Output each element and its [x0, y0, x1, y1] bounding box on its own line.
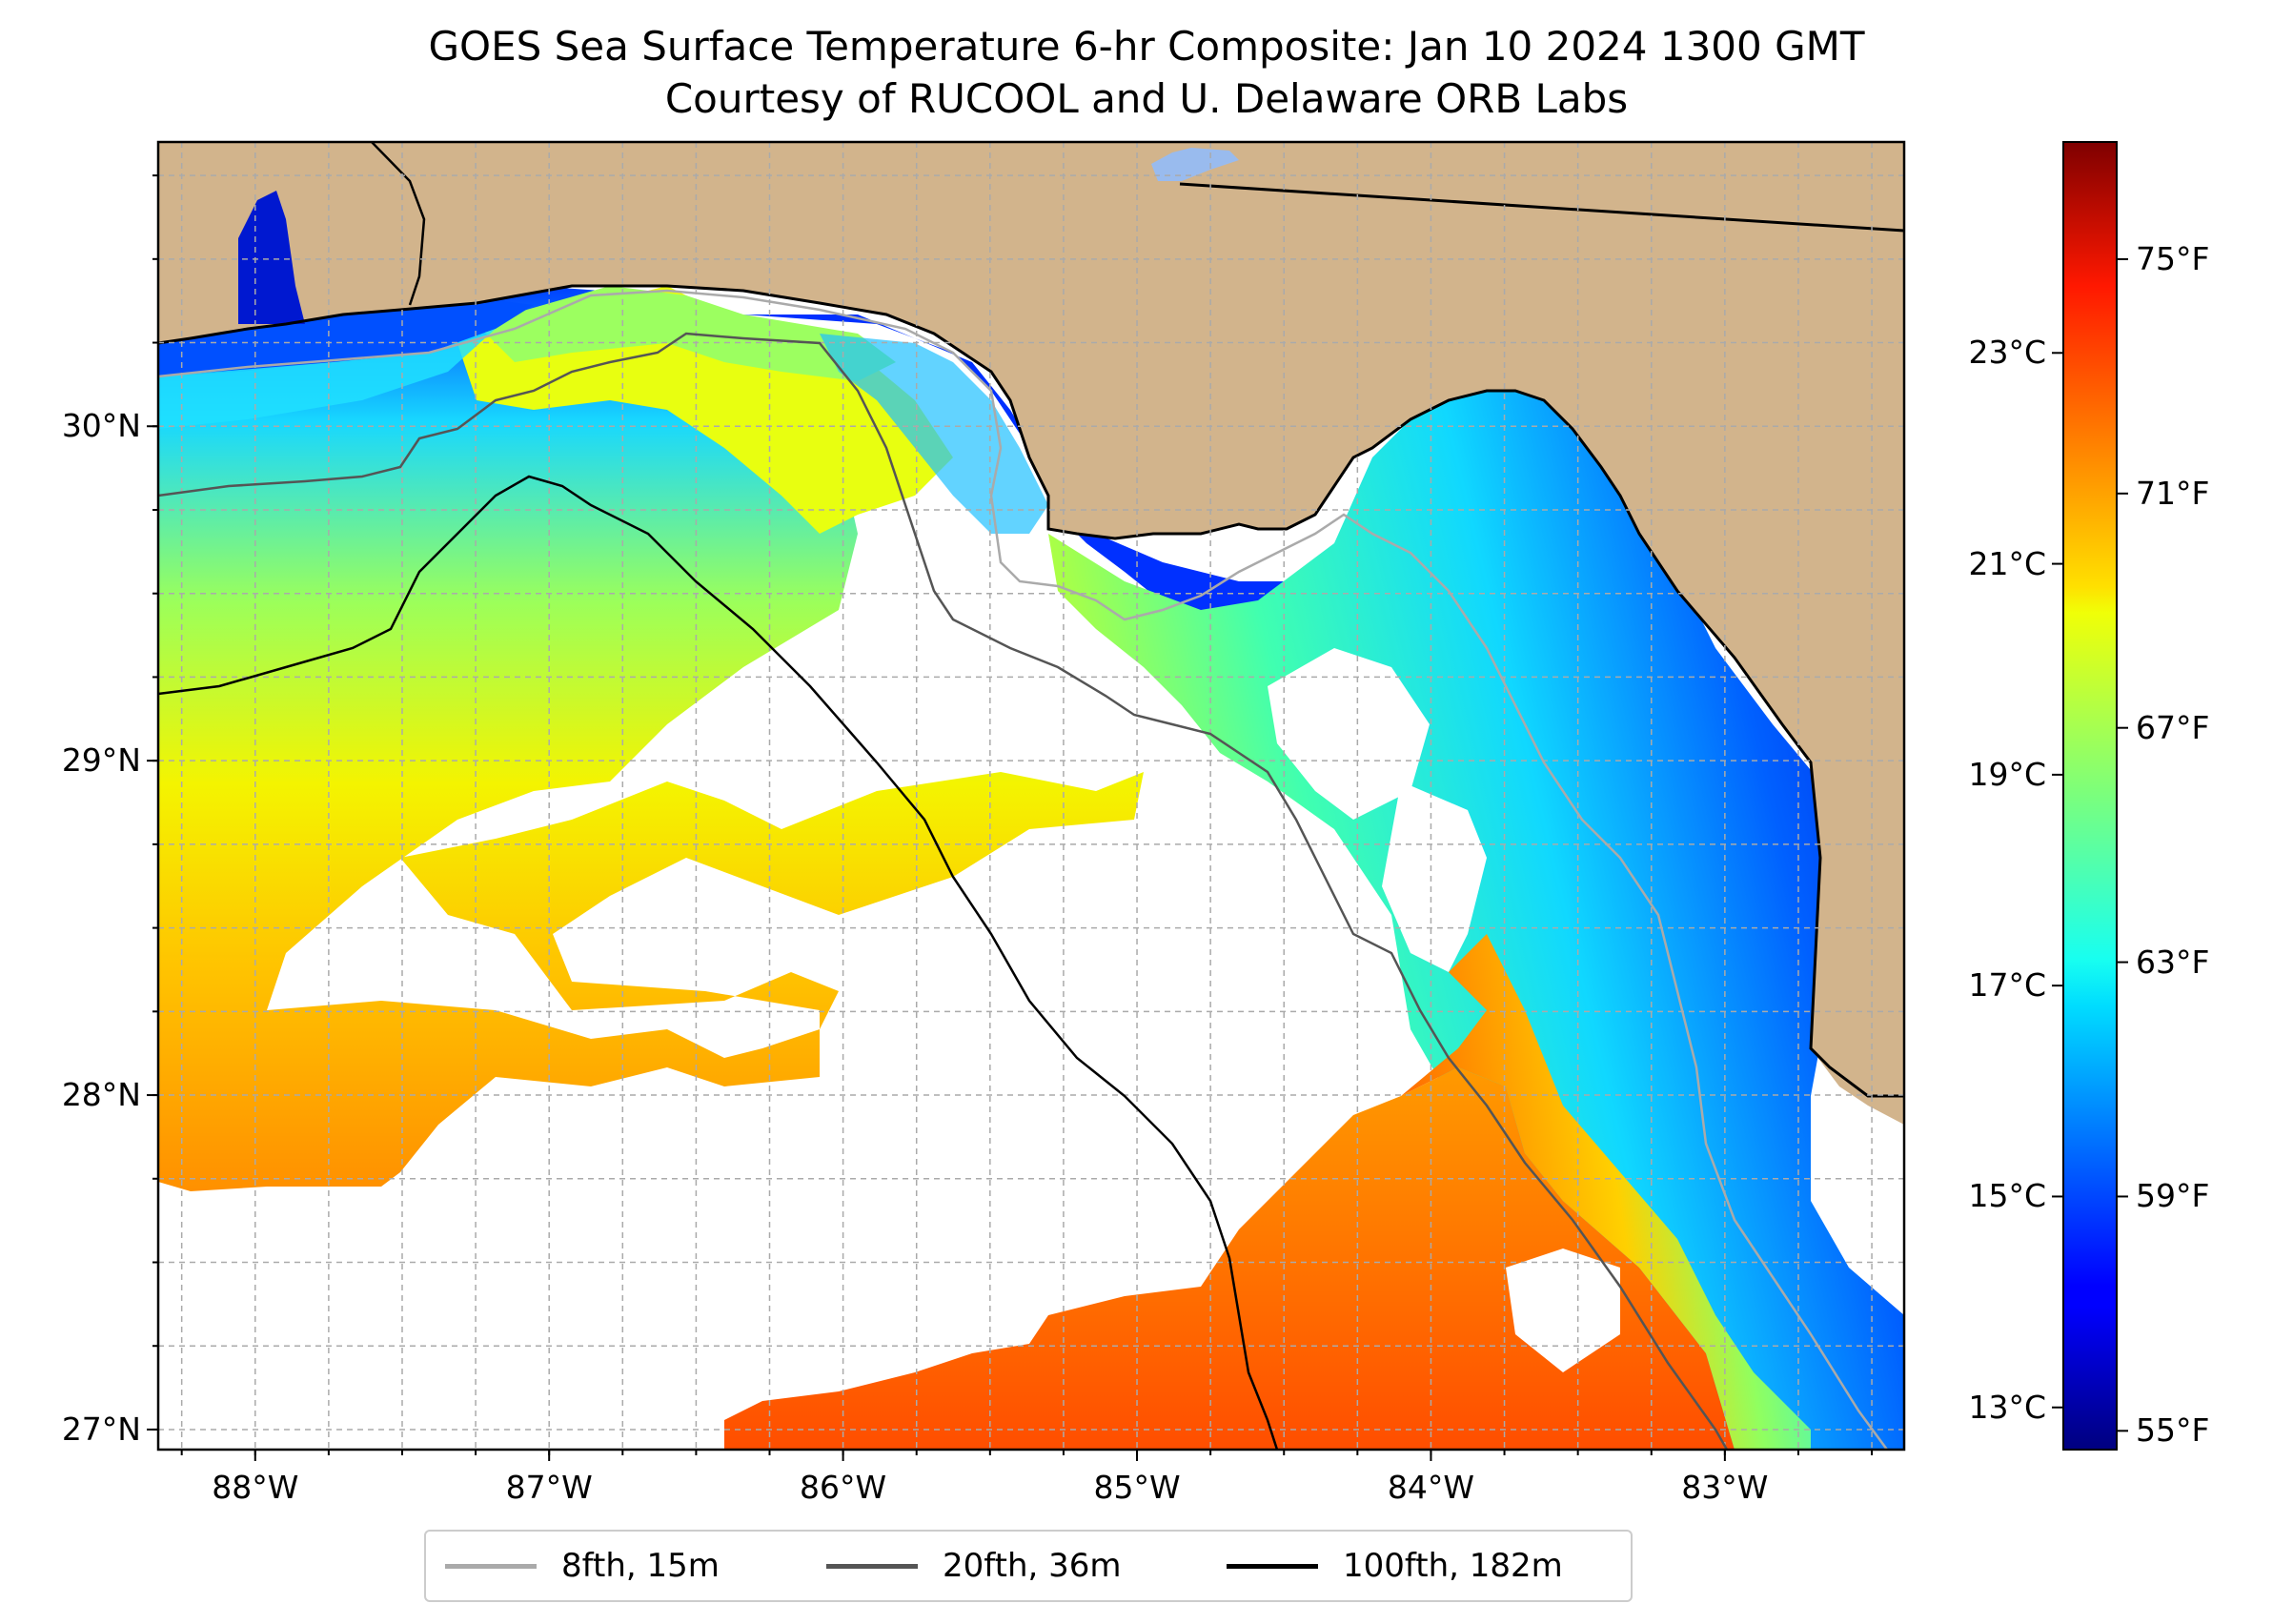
map-title: GOES Sea Surface Temperature 6-hr Compos… [428, 23, 1865, 70]
axis-ticks [147, 174, 1874, 1461]
isobath-36m [158, 332, 1729, 1450]
sst-coastal-cyan-central [820, 334, 1048, 534]
lon-tick-label: 88°W [212, 1469, 299, 1506]
fahrenheit-tick-label: 71°F [2136, 474, 2210, 512]
cloud-gap-east-2 [1382, 782, 1487, 972]
legend-line-182m [1227, 1563, 1318, 1569]
fahrenheit-tick-label: 67°F [2136, 708, 2210, 746]
lat-tick-label: 27°N [61, 1410, 141, 1448]
sst-west-field [158, 286, 1144, 1191]
lat-tick-label: 28°N [61, 1076, 141, 1114]
map-subtitle: Courtesy of RUCOOL and U. Delaware ORB L… [664, 75, 1629, 122]
lon-tick-label: 85°W [1093, 1469, 1181, 1506]
legend-item-182m: 100fth, 182m [1227, 1532, 1563, 1600]
legend-item-15m: 8fth, 15m [445, 1532, 720, 1600]
fahrenheit-tick-label: 63°F [2136, 943, 2210, 981]
celsius-tick-label: 13°C [1968, 1388, 2046, 1426]
land-mass [158, 142, 1904, 1096]
lon-tick-label: 87°W [505, 1469, 593, 1506]
colorbar-ticks [2052, 257, 2128, 1432]
lon-tick-label: 84°W [1387, 1469, 1474, 1506]
celsius-tick-label: 21°C [1968, 544, 2046, 582]
map-frame [156, 140, 1906, 1451]
lon-tick-label: 86°W [800, 1469, 887, 1506]
lat-tick-label: 30°N [61, 407, 141, 445]
legend-line-36m [826, 1563, 918, 1569]
legend-label-15m: 8fth, 15m [561, 1547, 720, 1585]
isobath-legend: 8fth, 15m 20fth, 36m 100fth, 182m [424, 1530, 1633, 1602]
lon-tick-label: 83°W [1681, 1469, 1769, 1506]
legend-label-36m: 20fth, 36m [943, 1547, 1122, 1585]
celsius-tick-label: 17°C [1968, 966, 2046, 1005]
gridlines [158, 142, 1904, 1450]
cloud-gap-east [1268, 648, 1430, 820]
sst-coastal-cyan-west [158, 329, 496, 429]
celsius-tick-label: 23°C [1968, 334, 2046, 372]
colorbar [2062, 141, 2118, 1451]
state-border-line [1179, 182, 1904, 233]
isobath-15m [158, 289, 1889, 1450]
isobath-182m [158, 475, 1279, 1450]
cloud-gap-south [1506, 1248, 1620, 1372]
legend-label-182m: 100fth, 182m [1343, 1547, 1563, 1585]
fahrenheit-tick-label: 55°F [2136, 1411, 2210, 1450]
lat-tick-label: 29°N [61, 741, 141, 780]
state-border-west [371, 142, 426, 306]
sst-southeast-gradient [1401, 934, 1811, 1450]
fahrenheit-tick-label: 75°F [2136, 239, 2210, 277]
sst-east-field [1048, 381, 1904, 1450]
celsius-tick-label: 15°C [1968, 1177, 2046, 1215]
celsius-tick-label: 19°C [1968, 755, 2046, 793]
inland-lake [1151, 148, 1239, 181]
legend-item-36m: 20fth, 36m [826, 1532, 1122, 1600]
legend-line-15m [445, 1563, 537, 1569]
fahrenheit-tick-label: 59°F [2136, 1177, 2210, 1215]
